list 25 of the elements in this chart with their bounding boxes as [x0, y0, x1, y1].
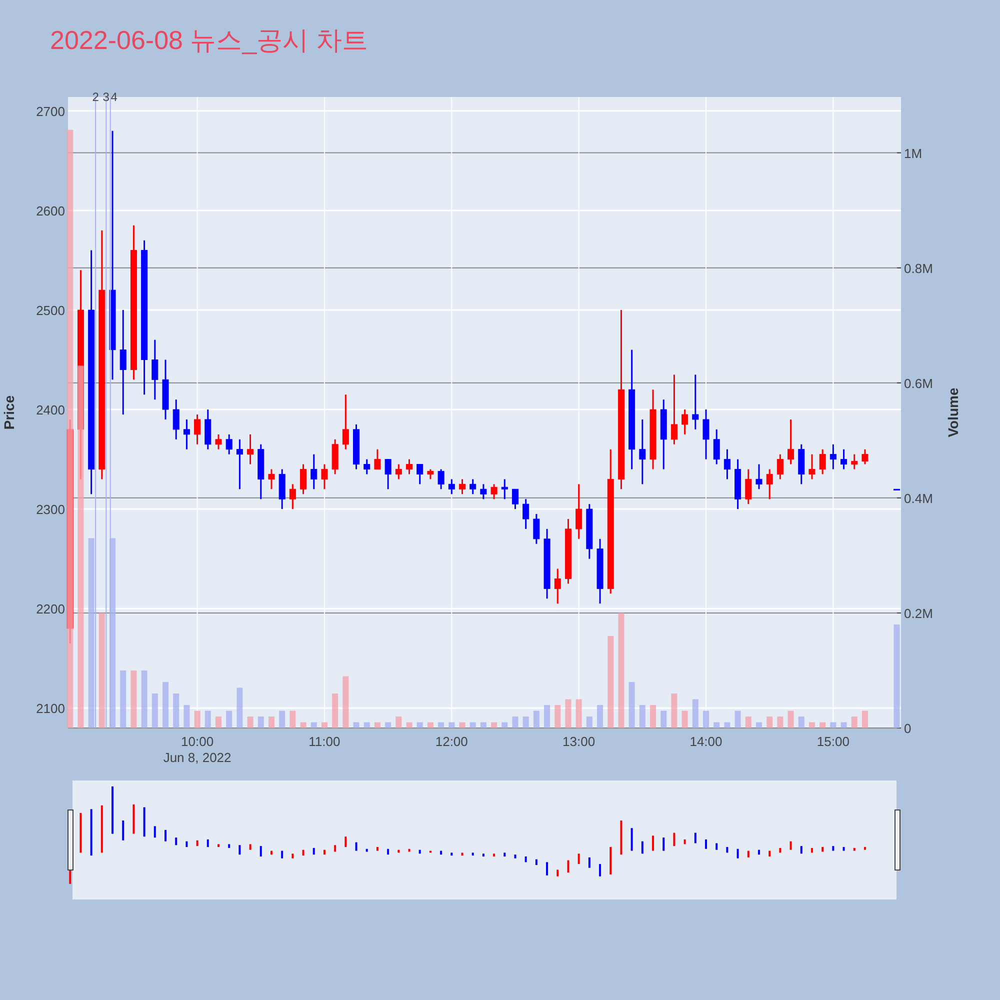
x-tick-label: 13:00: [562, 734, 596, 749]
x-tick-label: 10:00 Jun 8, 2022: [163, 734, 232, 765]
y2-tick-label: 0.2M: [904, 606, 933, 621]
y2-tick-label: 0.4M: [904, 490, 933, 506]
y2-tick-label: 0.8M: [904, 260, 933, 276]
x-tick-label: 12:00: [435, 734, 468, 749]
y-tick-label: 2700: [36, 104, 65, 119]
y-tick-label: 2500: [36, 302, 65, 318]
y2-tick-label: 0: [904, 721, 912, 736]
ref-line-label: 2: [92, 90, 100, 104]
y-axis-title: Price: [1, 395, 17, 430]
y2-tick-label: 1M: [904, 146, 922, 161]
x-tick-label: 14:00: [690, 734, 722, 749]
y-tick-label: 2300: [36, 502, 65, 518]
ref-line-label: 3: [102, 90, 110, 104]
y-tick-label: 2600: [36, 203, 65, 218]
y-tick-label: 2100: [36, 701, 65, 716]
y-tick-label: 2400: [36, 402, 65, 418]
chart-title: 2022-06-08 뉴스_공시 차트: [50, 25, 368, 55]
x-tick-label: 11:00: [308, 734, 340, 749]
y-tick-label: 2200: [36, 602, 65, 617]
y2-tick-label: 0.6M: [904, 376, 933, 391]
ref-line-label: 4: [110, 90, 118, 104]
y2-axis-title: Volume: [945, 388, 961, 438]
x-tick-label: 15:00: [816, 734, 850, 749]
